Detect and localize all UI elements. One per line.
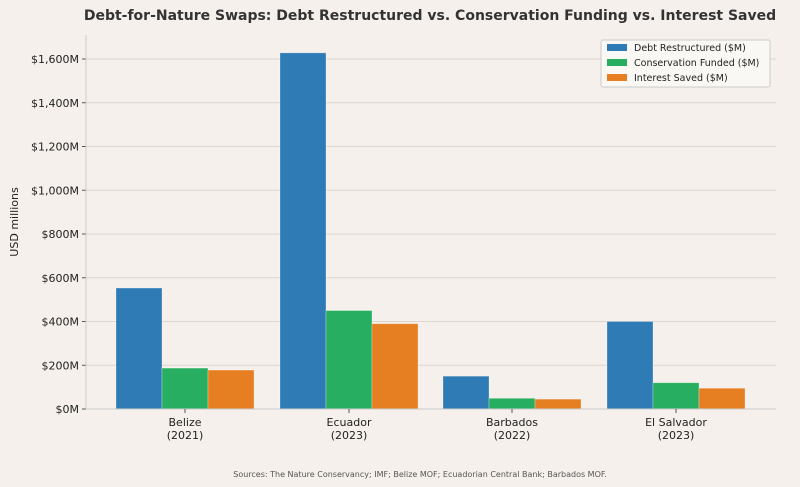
legend-swatch: [607, 44, 627, 51]
y-tick-label: $0M: [56, 403, 80, 416]
y-tick-label: $600M: [42, 272, 80, 285]
y-tick-label: $1,200M: [31, 141, 79, 154]
legend-entry: Debt Restructured ($M): [634, 43, 746, 54]
bar-interest: [371, 323, 419, 410]
bar-interest: [698, 387, 746, 410]
bar-debt: [279, 52, 327, 410]
bar-conservation: [161, 367, 209, 410]
bar-debt: [115, 287, 163, 410]
x-tick-label: Barbados: [486, 416, 538, 429]
source-note: Sources: The Nature Conservancy; IMF; Be…: [233, 470, 606, 479]
x-tick-label: Ecuador: [327, 416, 372, 429]
y-tick-label: $200M: [42, 359, 80, 372]
legend-entry: Interest Saved ($M): [634, 73, 728, 84]
x-tick-label: (2021): [167, 429, 204, 442]
x-tick-label: (2023): [331, 429, 368, 442]
y-tick-label: $1,400M: [31, 97, 79, 110]
legend-entry: Conservation Funded ($M): [634, 58, 759, 69]
y-tick-label: $400M: [42, 316, 80, 329]
bar-interest: [534, 398, 582, 410]
x-tick-label: (2022): [494, 429, 531, 442]
legend-box: [600, 39, 771, 88]
x-tick-label: El Salvador: [645, 416, 707, 429]
bar-conservation: [488, 397, 536, 410]
y-axis-label: USD millions: [8, 187, 21, 257]
x-tick-label: Belize: [169, 416, 202, 429]
chart-title: Debt-for-Nature Swaps: Debt Restructured…: [84, 8, 776, 24]
x-tick-label: (2023): [658, 429, 695, 442]
legend-swatch: [607, 59, 627, 66]
legend-swatch: [607, 74, 627, 81]
bar-conservation: [325, 310, 373, 410]
bar-conservation: [652, 382, 700, 410]
y-tick-label: $1,600M: [31, 53, 79, 66]
bar-interest: [207, 369, 255, 410]
y-tick-label: $1,000M: [31, 184, 79, 197]
bar-debt: [606, 321, 654, 410]
y-tick-label: $800M: [42, 228, 80, 241]
bar-debt: [442, 375, 490, 410]
